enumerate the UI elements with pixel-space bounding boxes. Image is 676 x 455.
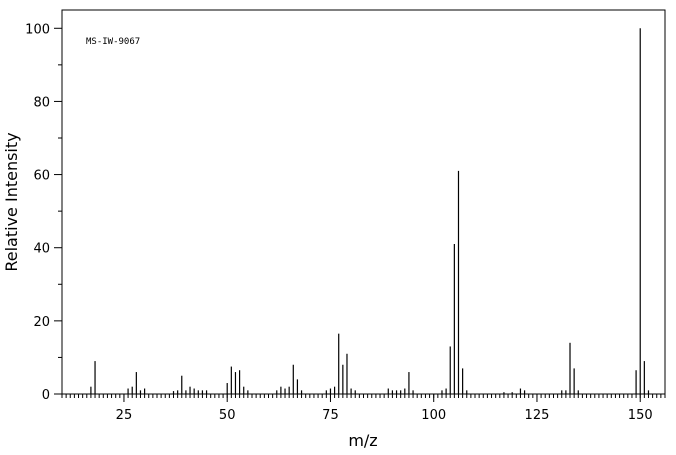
x-tick-label: 125 — [525, 408, 550, 423]
y-tick-label: 60 — [33, 169, 50, 184]
y-tick-label: 0 — [42, 388, 50, 403]
y-tick-label: 80 — [33, 95, 50, 110]
x-tick-label: 25 — [116, 408, 133, 423]
x-tick-label: 50 — [219, 408, 236, 423]
y-tick-label: 100 — [25, 22, 50, 37]
x-tick-label: 100 — [421, 408, 446, 423]
x-minor-ticks — [61, 394, 666, 398]
x-tick-label: 75 — [322, 408, 339, 423]
y-axis-label: Relative Intensity — [2, 132, 21, 271]
plot-frame — [61, 9, 666, 395]
y-axis-ticks: 0 20 40 60 80 100 — [25, 22, 62, 403]
x-axis-ticks: 25 50 75 100 125 150 — [116, 394, 653, 423]
spectrum-id-annotation: MS-IW-9067 — [86, 37, 140, 47]
y-tick-label: 40 — [33, 242, 50, 257]
peak-lines — [90, 28, 650, 394]
x-tick-label: 150 — [628, 408, 653, 423]
y-tick-label: 20 — [33, 315, 50, 330]
x-axis-label: m/z — [348, 431, 377, 450]
y-minor-ticks — [58, 64, 62, 358]
